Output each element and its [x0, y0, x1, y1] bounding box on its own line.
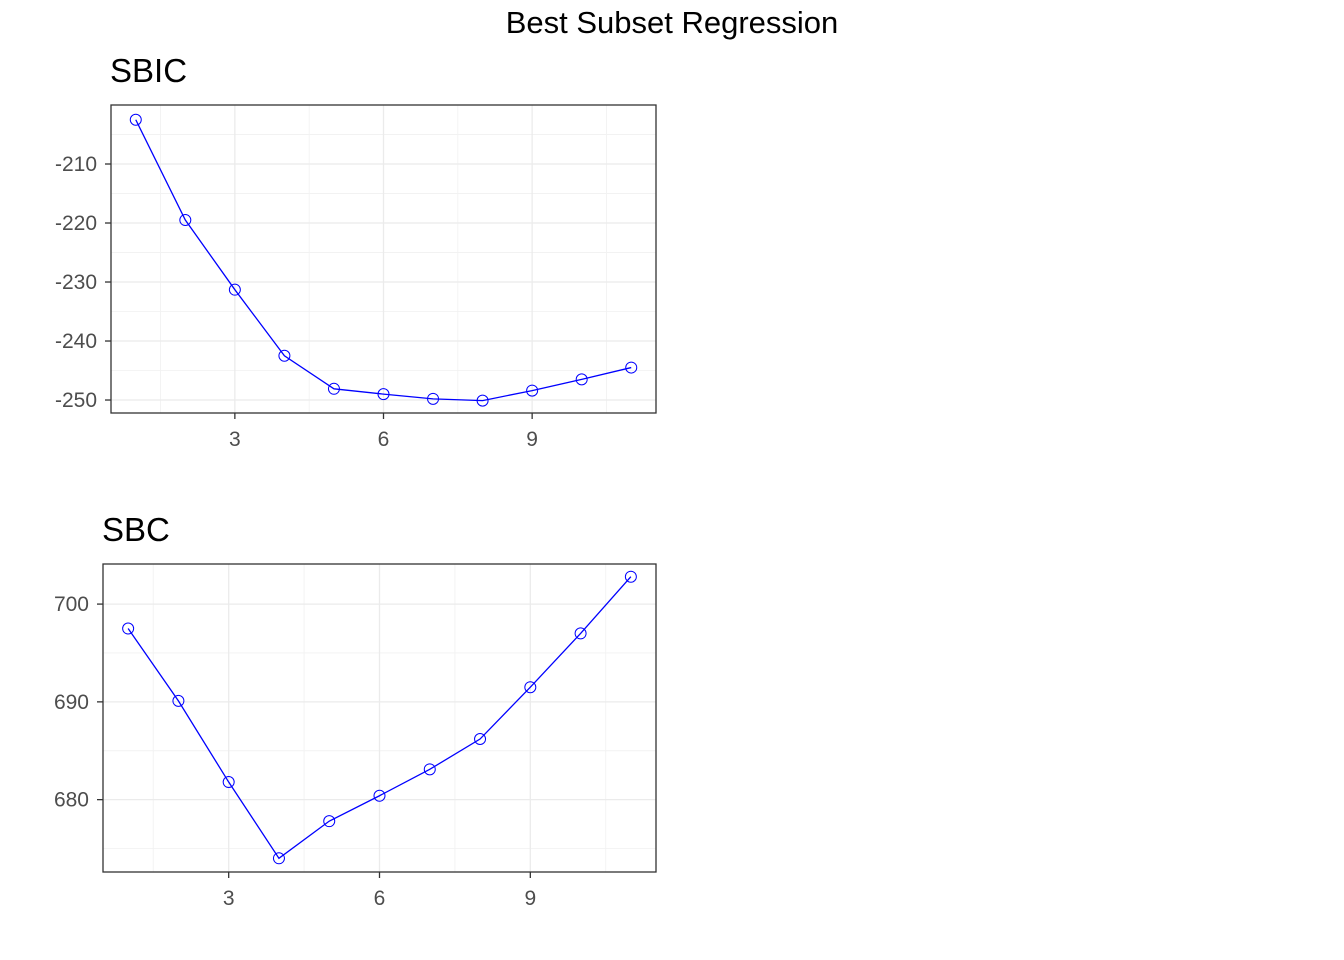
sbc-x-tick-label: 9	[524, 887, 536, 910]
sbic-data-point	[327, 382, 340, 395]
sbc-series-line	[127, 576, 632, 860]
sbic-y-tick-label: -230	[55, 271, 97, 294]
sbic-x-tick-label: 3	[229, 428, 241, 451]
sbc-panel-border	[102, 563, 657, 873]
sbic-data-point	[476, 394, 489, 407]
sbic-x-tick-label: 6	[378, 428, 390, 451]
sbc-panel: SBC 3 6 9 700 690 680	[54, 511, 657, 910]
figure-title: Best Subset Regression	[506, 5, 839, 40]
sbc-data-point	[524, 681, 537, 694]
sbc-panel-title: SBC	[102, 511, 170, 548]
sbic-data-point	[129, 113, 142, 126]
sbic-y-tick-label: -240	[55, 330, 97, 353]
sbc-data-point	[574, 627, 587, 640]
sbic-data-point	[625, 361, 638, 374]
sbic-panel: SBIC 3 6 9 -210 -220 -230 -240 -250	[55, 52, 657, 451]
sbc-data-point	[122, 622, 135, 635]
sbic-series-line	[135, 119, 632, 402]
sbic-data-point	[526, 384, 539, 397]
sbic-y-tick-label: -220	[55, 212, 97, 235]
sbic-y-tick-label: -250	[55, 389, 97, 412]
sbic-data-point	[575, 373, 588, 386]
sbc-y-tick-label: 680	[54, 789, 89, 812]
sbic-data-point	[278, 349, 291, 362]
sbc-x-tick-label: 6	[374, 887, 386, 910]
sbc-y-tick-label: 700	[54, 593, 89, 616]
sbic-data-point	[377, 388, 390, 401]
sbic-data-point	[179, 214, 192, 227]
sbc-data-point	[373, 789, 386, 802]
sbc-data-point	[423, 763, 436, 776]
sbc-data-point	[172, 694, 185, 707]
sbic-data-point	[228, 283, 241, 296]
sbc-data-point	[474, 733, 487, 746]
sbc-data-point	[272, 852, 285, 865]
sbic-panel-title: SBIC	[110, 52, 187, 89]
sbc-y-tick-label: 690	[54, 691, 89, 714]
sbc-data-point	[323, 815, 336, 828]
sbic-panel-border	[110, 104, 657, 414]
sbic-y-tick-label: -210	[55, 153, 97, 176]
sbic-x-tick-label: 9	[526, 428, 538, 451]
sbc-data-point	[624, 570, 637, 583]
sbic-data-point	[427, 392, 440, 405]
sbc-data-point	[222, 776, 235, 789]
sbc-x-tick-label: 3	[223, 887, 235, 910]
